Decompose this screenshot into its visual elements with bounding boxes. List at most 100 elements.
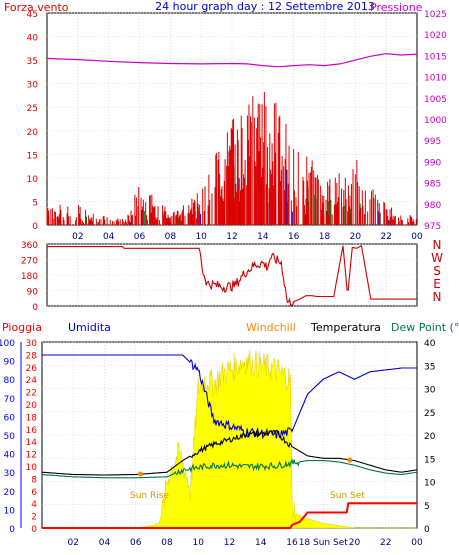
x-tick-label: 10 xyxy=(193,538,205,548)
rain-axis-label: Pioggia xyxy=(2,321,42,334)
wind-tick-label: 40 xyxy=(27,34,39,44)
temperature-tick-label: 35 xyxy=(424,362,435,372)
x-tick-label: 20 xyxy=(350,232,362,242)
pressure-axis-ticks: 975 980 985 990 995 1000 1005 1010 1015 1020 1025 xyxy=(424,10,447,232)
x-tick-label: 08 xyxy=(161,538,173,548)
humidity-tick-label: 50 xyxy=(4,432,16,442)
x-tick-label: 14 xyxy=(255,538,267,548)
pressure-tick-label: 975 xyxy=(424,222,441,232)
wind-tick-label: 45 xyxy=(27,10,38,20)
windchill-marker xyxy=(137,471,143,477)
temperature-axis-ticks: 0 5 10 15 20 25 30 35 40 xyxy=(424,339,436,535)
wind-axis-label: Forza vento xyxy=(4,1,69,14)
wind-gust-bars xyxy=(46,92,417,225)
wind-axis-ticks: 0 5 10 15 20 25 30 35 40 45 xyxy=(27,10,39,232)
wind-tick-label: 5 xyxy=(32,198,38,208)
humidity-tick-label: 90 xyxy=(4,358,16,368)
wind-tick-label: 15 xyxy=(27,151,38,161)
pressure-line xyxy=(46,53,418,68)
rain-tick-label: 6 xyxy=(31,488,37,498)
wind-pressure-x-ticks: 02 04 06 08 10 12 14 16 18 20 22 00 xyxy=(72,232,423,242)
x-tick-label: 00 xyxy=(411,232,423,242)
pressure-tick-label: 1020 xyxy=(424,31,447,41)
x-tick-label: 02 xyxy=(72,232,83,242)
wind-pressure-grid xyxy=(47,12,417,226)
compass-label: S xyxy=(433,264,441,278)
pressure-tick-label: 980 xyxy=(424,201,441,211)
x-tick-label: 12 xyxy=(226,232,237,242)
chart-title: 24 hour graph day : 12 Settembre 2013 xyxy=(155,0,375,13)
wind-tick-label: 0 xyxy=(32,222,38,232)
compass-label: W xyxy=(431,251,443,265)
rain-tick-label: 12 xyxy=(26,451,37,461)
compass-label: N xyxy=(433,290,442,304)
rain-line xyxy=(42,502,417,529)
x-tick-label: 20 xyxy=(349,538,361,548)
humidity-tick-label: 10 xyxy=(4,506,16,516)
temperature-tick-label: 15 xyxy=(424,455,435,465)
rain-tick-label: 10 xyxy=(26,463,38,473)
rain-tick-label: 2 xyxy=(31,513,37,523)
wind-direction-line xyxy=(47,244,417,306)
pressure-tick-label: 1005 xyxy=(424,95,447,105)
pressure-tick-label: 1010 xyxy=(424,74,447,84)
humidity-line xyxy=(42,354,417,440)
temperature-tick-label: 5 xyxy=(424,502,430,512)
x-tick-label: 18 Sun Set xyxy=(299,538,349,548)
wind-tick-label: 10 xyxy=(27,175,39,185)
windchill-label: Windchill xyxy=(246,321,296,334)
rain-tick-label: 14 xyxy=(26,438,38,448)
pressure-tick-label: 995 xyxy=(424,137,441,147)
rain-tick-label: 0 xyxy=(31,525,37,535)
humidity-tick-label: 100 xyxy=(0,339,15,349)
temperature-tick-label: 20 xyxy=(424,432,436,442)
x-tick-label: 00 xyxy=(411,538,423,548)
x-tick-label: 04 xyxy=(103,232,115,242)
rain-tick-label: 20 xyxy=(26,401,38,411)
compass-label: E xyxy=(433,277,441,291)
rain-tick-label: 26 xyxy=(26,364,38,374)
x-tick-label: 16 xyxy=(286,538,298,548)
temperature-tick-label: 40 xyxy=(424,339,436,349)
x-tick-label: 04 xyxy=(99,538,111,548)
temperature-tick-label: 0 xyxy=(424,525,430,535)
sunset-label: Sun Set xyxy=(330,491,365,501)
wind-tick-label: 20 xyxy=(27,128,39,138)
humidity-tick-label: 30 xyxy=(4,469,16,479)
x-tick-label: 22 xyxy=(380,538,391,548)
humidity-tick-label: 0 xyxy=(9,525,15,535)
x-tick-label: 22 xyxy=(380,232,391,242)
temperature-line xyxy=(41,429,418,476)
humidity-tick-label: 80 xyxy=(4,376,16,386)
compass-label: N xyxy=(433,238,442,252)
temperature-tick-label: 25 xyxy=(424,409,435,419)
humidity-tick-label: 40 xyxy=(4,451,16,461)
rain-tick-label: 28 xyxy=(26,351,38,361)
direction-tick-label: 90 xyxy=(27,288,39,298)
direction-tick-label: 270 xyxy=(21,257,38,267)
x-tick-label: 10 xyxy=(195,232,207,242)
x-tick-label: 18 xyxy=(319,232,331,242)
dewpoint-line xyxy=(41,457,418,479)
humidity-tick-label: 20 xyxy=(4,488,16,498)
dewpoint-label: Dew Point (°C xyxy=(391,321,459,334)
humidity-tick-label: 70 xyxy=(4,395,16,405)
wind-tick-label: 25 xyxy=(27,104,38,114)
pressure-tick-label: 990 xyxy=(424,158,441,168)
pressure-tick-label: 1025 xyxy=(424,10,447,20)
rain-tick-label: 30 xyxy=(26,339,38,349)
x-tick-label: 02 xyxy=(68,538,79,548)
temperature-tick-label: 30 xyxy=(424,386,436,396)
pressure-axis-label: Pressione xyxy=(370,1,423,14)
x-tick-label: 12 xyxy=(224,538,235,548)
direction-tick-label: 0 xyxy=(32,303,38,313)
wind-tick-label: 35 xyxy=(27,57,38,67)
rain-tick-label: 18 xyxy=(26,413,38,423)
windchill-marker xyxy=(347,457,353,463)
x-tick-label: 14 xyxy=(257,232,269,242)
x-tick-label: 06 xyxy=(130,538,142,548)
humidity-axis-ticks: 0 10 20 30 40 50 60 70 80 90 100 xyxy=(0,339,15,535)
